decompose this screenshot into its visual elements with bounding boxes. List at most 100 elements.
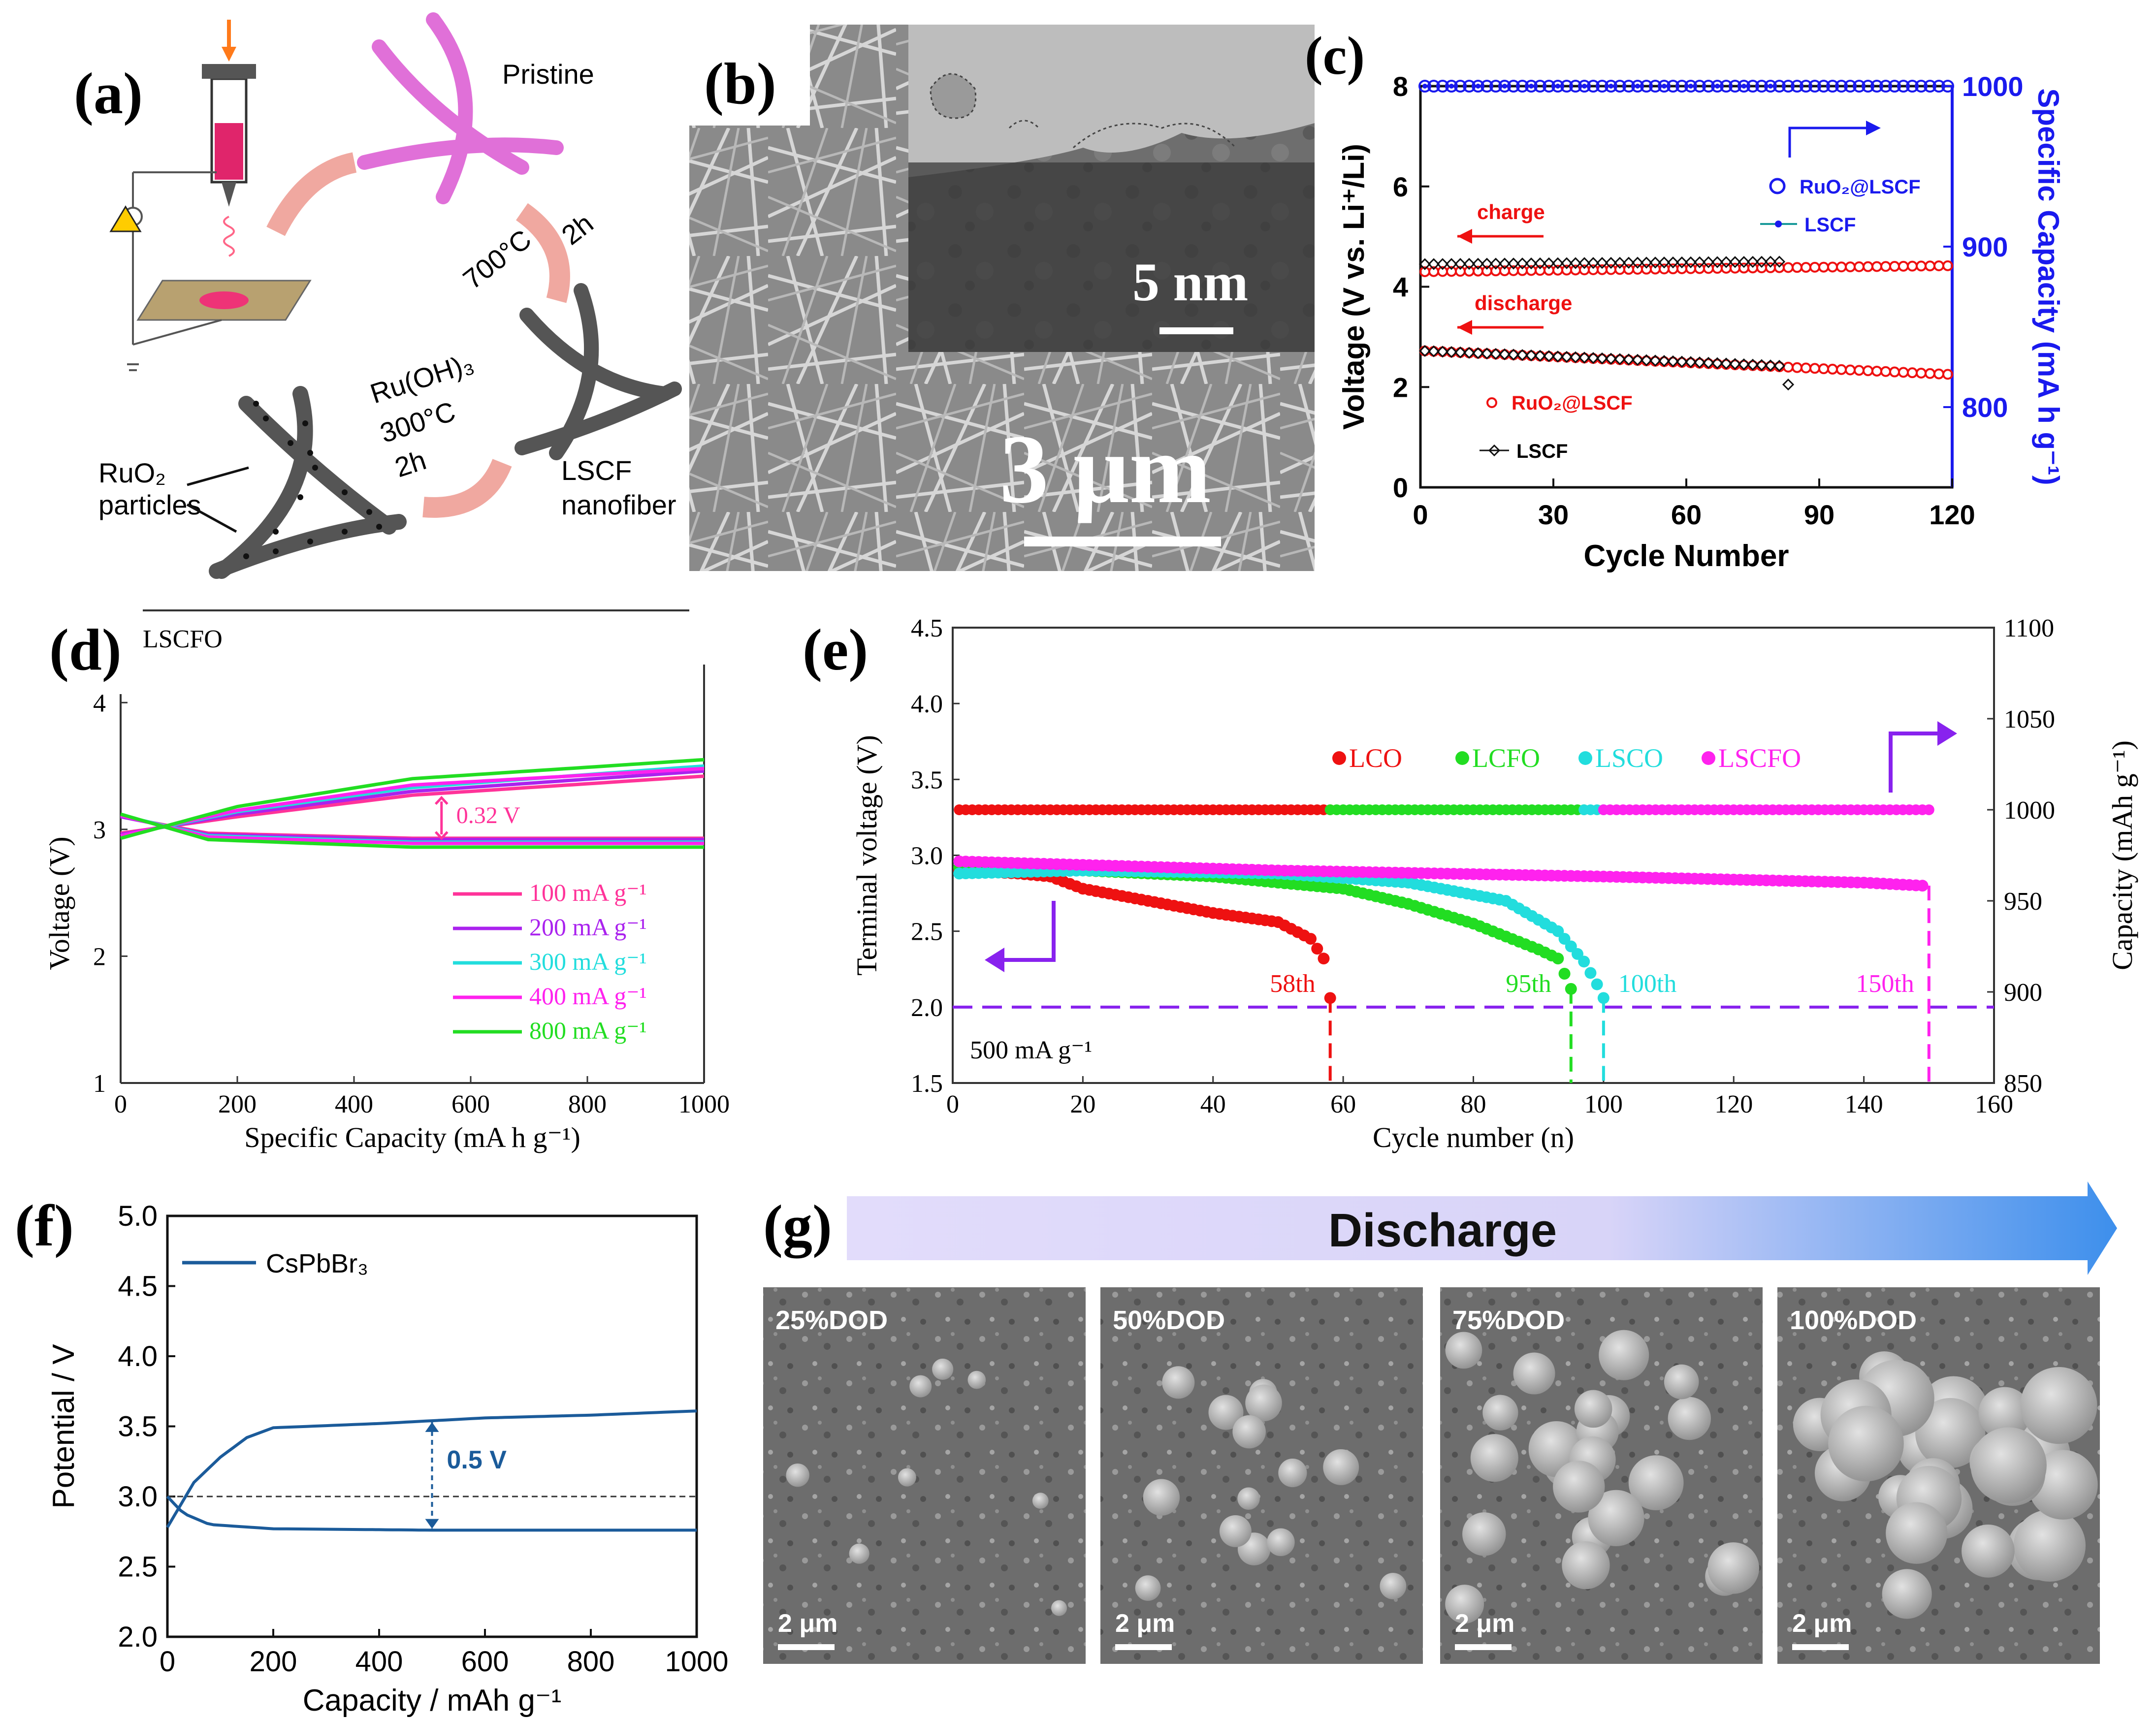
chart-c-discharge-ruo2-point — [1898, 367, 1909, 378]
chart-f-ytick-label: 4.5 — [118, 1271, 158, 1303]
sem-particle-1 — [1208, 1395, 1244, 1430]
lscf-label: LSCF — [561, 455, 632, 486]
sem-particle-0 — [849, 1543, 869, 1564]
chart-c-discharge-ruo2-point — [1437, 346, 1448, 357]
chart-e-lco-point — [1318, 953, 1330, 965]
sem-particle-2 — [1445, 1332, 1482, 1369]
chart-c-charge-ruo2-point — [1880, 261, 1891, 272]
chart-c-capacity-ruo2-point — [1746, 80, 1759, 93]
chart-e-lscfo-point — [1916, 880, 1929, 892]
chart-e-rate-label: 500 mA g⁻¹ — [970, 1036, 1092, 1064]
chart-c-charge-ruo2-point — [1933, 260, 1944, 272]
chart-c-capacity-ruo2-point — [1853, 80, 1866, 93]
chart-c-capacity-lscf-point — [1662, 84, 1667, 89]
chart-e-ytick-label: 3.5 — [911, 766, 943, 794]
chart-c-xtick-label: 30 — [1538, 499, 1569, 530]
chart-f-ylabel: Potential / V — [47, 1344, 81, 1509]
chart-c-charge-ruo2-point — [1942, 260, 1953, 271]
chart-f-xtick-label: 200 — [250, 1646, 297, 1678]
chart-e-y2tick-label: 1000 — [2004, 796, 2055, 825]
chart-c-capacity-ruo2-point — [1800, 80, 1812, 93]
chart-c-xtick-label: 60 — [1671, 499, 1702, 530]
sem-particle-1 — [1278, 1458, 1307, 1488]
chart-c-discharge-ruo2-point — [1907, 367, 1918, 379]
panel-b-micrograph: (b) 5 nm 3 μm — [689, 25, 1315, 571]
chart-d-title: LSCFO — [143, 625, 223, 653]
chart-c: 0 30 60 90 120 0 2 4 6 8 800 900 1000 Cycle Number Vol… — [1337, 71, 2065, 573]
chart-c-frame — [1419, 85, 1954, 489]
chart-c-charge-ruo2-point — [1845, 261, 1856, 273]
chart-e-lsco-point — [1578, 955, 1590, 968]
chart-c-capacity-ruo2-point — [1427, 80, 1440, 93]
chart-c-xtick-label: 120 — [1929, 499, 1975, 530]
chart-d-legend-label-1: 200 mA g⁻¹ — [529, 913, 647, 941]
chart-d-gap-annotation: 0.32 V — [456, 802, 520, 828]
chart-c-discharge-ruo2-point — [1801, 362, 1811, 374]
chart-c-capacity-lscf-point — [1715, 84, 1720, 89]
chart-c-ytick-label: 4 — [1393, 272, 1408, 303]
chart-c-capacity-ruo2-point — [1489, 80, 1502, 93]
chart-e-legend-marker-1 — [1455, 751, 1469, 765]
chart-c-y2label: Specific Capacity (mA h g⁻¹) — [2032, 88, 2065, 485]
chart-c-capacity-lscf-point — [1741, 84, 1746, 89]
chart-c-charge-ruo2-point — [1792, 262, 1802, 273]
chart-c-capacity-ruo2-point — [1702, 80, 1715, 93]
chart-e-legend-label-1: LCFO — [1472, 743, 1540, 773]
chart-e-ylabel: Terminal voltage (V) — [851, 735, 883, 976]
chart-e-lsco-point — [1584, 967, 1597, 979]
main-scale-bar — [1024, 537, 1221, 546]
chart-e-lsco-end-label: 100th — [1618, 970, 1676, 998]
chart-e-frame — [952, 627, 1995, 1084]
chart-d-series-charge-3 — [120, 766, 705, 838]
sem-dod-label-2: 75%DOD — [1452, 1305, 1565, 1335]
chart-c-capacity-lscf-point — [1476, 84, 1480, 89]
chart-c-discharge-ruo2-point — [1792, 362, 1802, 373]
chart-c-capacity-lscf-point — [1422, 84, 1427, 89]
chart-c-charge-ruo2-point — [1561, 264, 1572, 276]
chart-e-lcfo-point — [1552, 953, 1564, 965]
chart-c-capacity-ruo2-point — [1507, 80, 1520, 93]
chart-e-y2label: Capacity (mAh g⁻¹) — [2106, 740, 2138, 970]
chart-c-capacity-ruo2-point — [1755, 80, 1768, 93]
sem-panels: 25%DOD 2 μm 50%DOD 2 μm 75%DOD 2 μm 100%DOD 2 μ… — [763, 1287, 2100, 1664]
chart-c-charge-ruo2-point — [1544, 265, 1554, 276]
panel-label-c: (c) — [1305, 26, 1365, 86]
sem-particle-1 — [1232, 1415, 1266, 1449]
sem-particle-1 — [1135, 1575, 1161, 1601]
sem-particle-3 — [1962, 1524, 2015, 1578]
chart-c-ytick-label: 0 — [1393, 472, 1408, 503]
chart-c-capacity-ruo2-point — [1596, 80, 1609, 93]
chart-c-capacity-ruo2-point — [1915, 80, 1928, 93]
chart-c-charge-lscf-point — [1773, 255, 1786, 268]
chart-c-capacity-ruo2-point — [1879, 80, 1892, 93]
step2-time: 2h — [391, 444, 430, 483]
sem-particle-3 — [1978, 1387, 2031, 1440]
chart-c-capacity-ruo2-point — [1791, 80, 1803, 93]
chart-c-discharge-ruo2-point — [1827, 363, 1838, 375]
chart-c-capacity-ruo2-point — [1720, 80, 1733, 93]
chart-c-charge-ruo2-point — [1854, 261, 1865, 272]
chart-d: 0 200 400 600 800 1000 1 2 3 4 Specific Capacity (… — [43, 665, 730, 1153]
chart-c-discharge-ruo2-point — [1455, 347, 1466, 358]
chart-c-charge-ruo2-point — [1703, 263, 1714, 274]
step2-reagent: Ru(OH)₃ — [366, 347, 477, 410]
panel-label-d: (d) — [49, 617, 122, 682]
chart-f-ytick-label: 5.0 — [118, 1200, 158, 1232]
chart-c-capacity-lscf-point — [1502, 84, 1507, 89]
chart-d-ytick-label: 3 — [93, 816, 106, 844]
inset-scale-bar — [1159, 327, 1233, 334]
chart-c-capacity-ruo2-point — [1782, 80, 1795, 93]
chart-c-y2tick-label: 900 — [1962, 231, 2008, 262]
chart-c-capacity-ruo2-point — [1835, 80, 1848, 93]
chart-c-capacity-ruo2-point — [1631, 80, 1644, 93]
chart-c-discharge-annotation: discharge — [1475, 291, 1572, 315]
chart-c-ytick-label: 8 — [1393, 71, 1408, 102]
chart-c-discharge-ruo2-point — [1916, 367, 1927, 379]
chart-c-capacity-lscf-point — [1555, 84, 1560, 89]
chart-f-gap-arrow-top — [425, 1422, 439, 1432]
chart-e-capacity-point — [1923, 804, 1934, 815]
chart-c-ytick-label: 2 — [1393, 372, 1408, 403]
chart-e-lcfo-end-label: 95th — [1506, 970, 1551, 998]
chart-c-discharge-ruo2-point — [1818, 363, 1829, 375]
chart-c-discharge-ruo2-point — [1871, 365, 1882, 377]
